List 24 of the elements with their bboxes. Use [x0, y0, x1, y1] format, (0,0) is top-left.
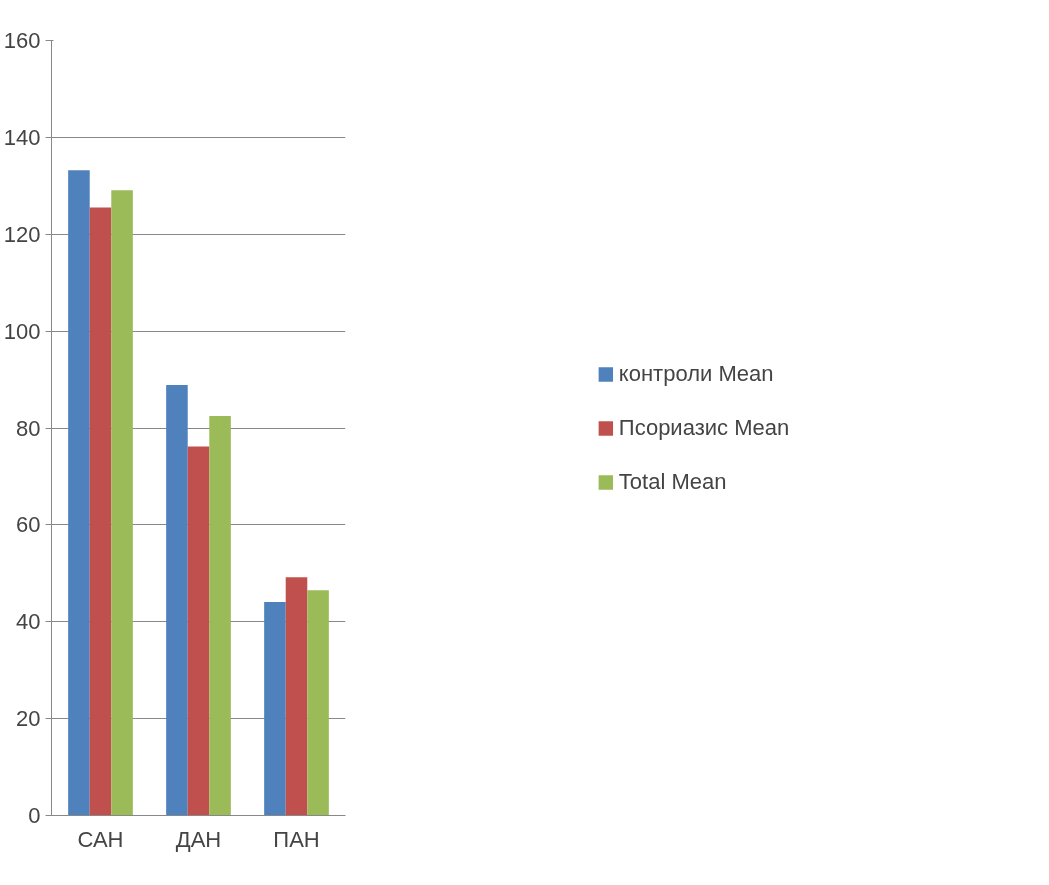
- bar: [187, 446, 210, 816]
- bar: [264, 601, 286, 816]
- bar: [111, 190, 133, 816]
- legend-label: контроли Mean: [618, 360, 774, 387]
- bar: [285, 577, 308, 816]
- y-tick-label: 160: [3, 28, 41, 53]
- bar: [307, 590, 329, 816]
- y-tick-label: 60: [16, 512, 41, 538]
- bar: [89, 207, 112, 816]
- legend-label: Псориазис Mean: [618, 414, 790, 441]
- y-tick-label: 0: [28, 803, 41, 828]
- bar: [68, 170, 90, 816]
- x-tick-label: ПАН: [273, 826, 320, 852]
- y-tick-label: 80: [16, 415, 41, 441]
- x-tick-label: САН: [77, 826, 124, 852]
- y-tick-label: 100: [3, 318, 41, 344]
- legend-label: Total Mean: [618, 468, 727, 495]
- y-tick-label: 140: [3, 124, 41, 150]
- y-tick-label: 20: [16, 706, 41, 732]
- y-tick-label: 120: [3, 221, 41, 247]
- y-tick-label: 40: [16, 609, 41, 635]
- bar: [209, 415, 231, 816]
- x-tick-label: ДАН: [175, 826, 222, 852]
- bar: [166, 384, 188, 816]
